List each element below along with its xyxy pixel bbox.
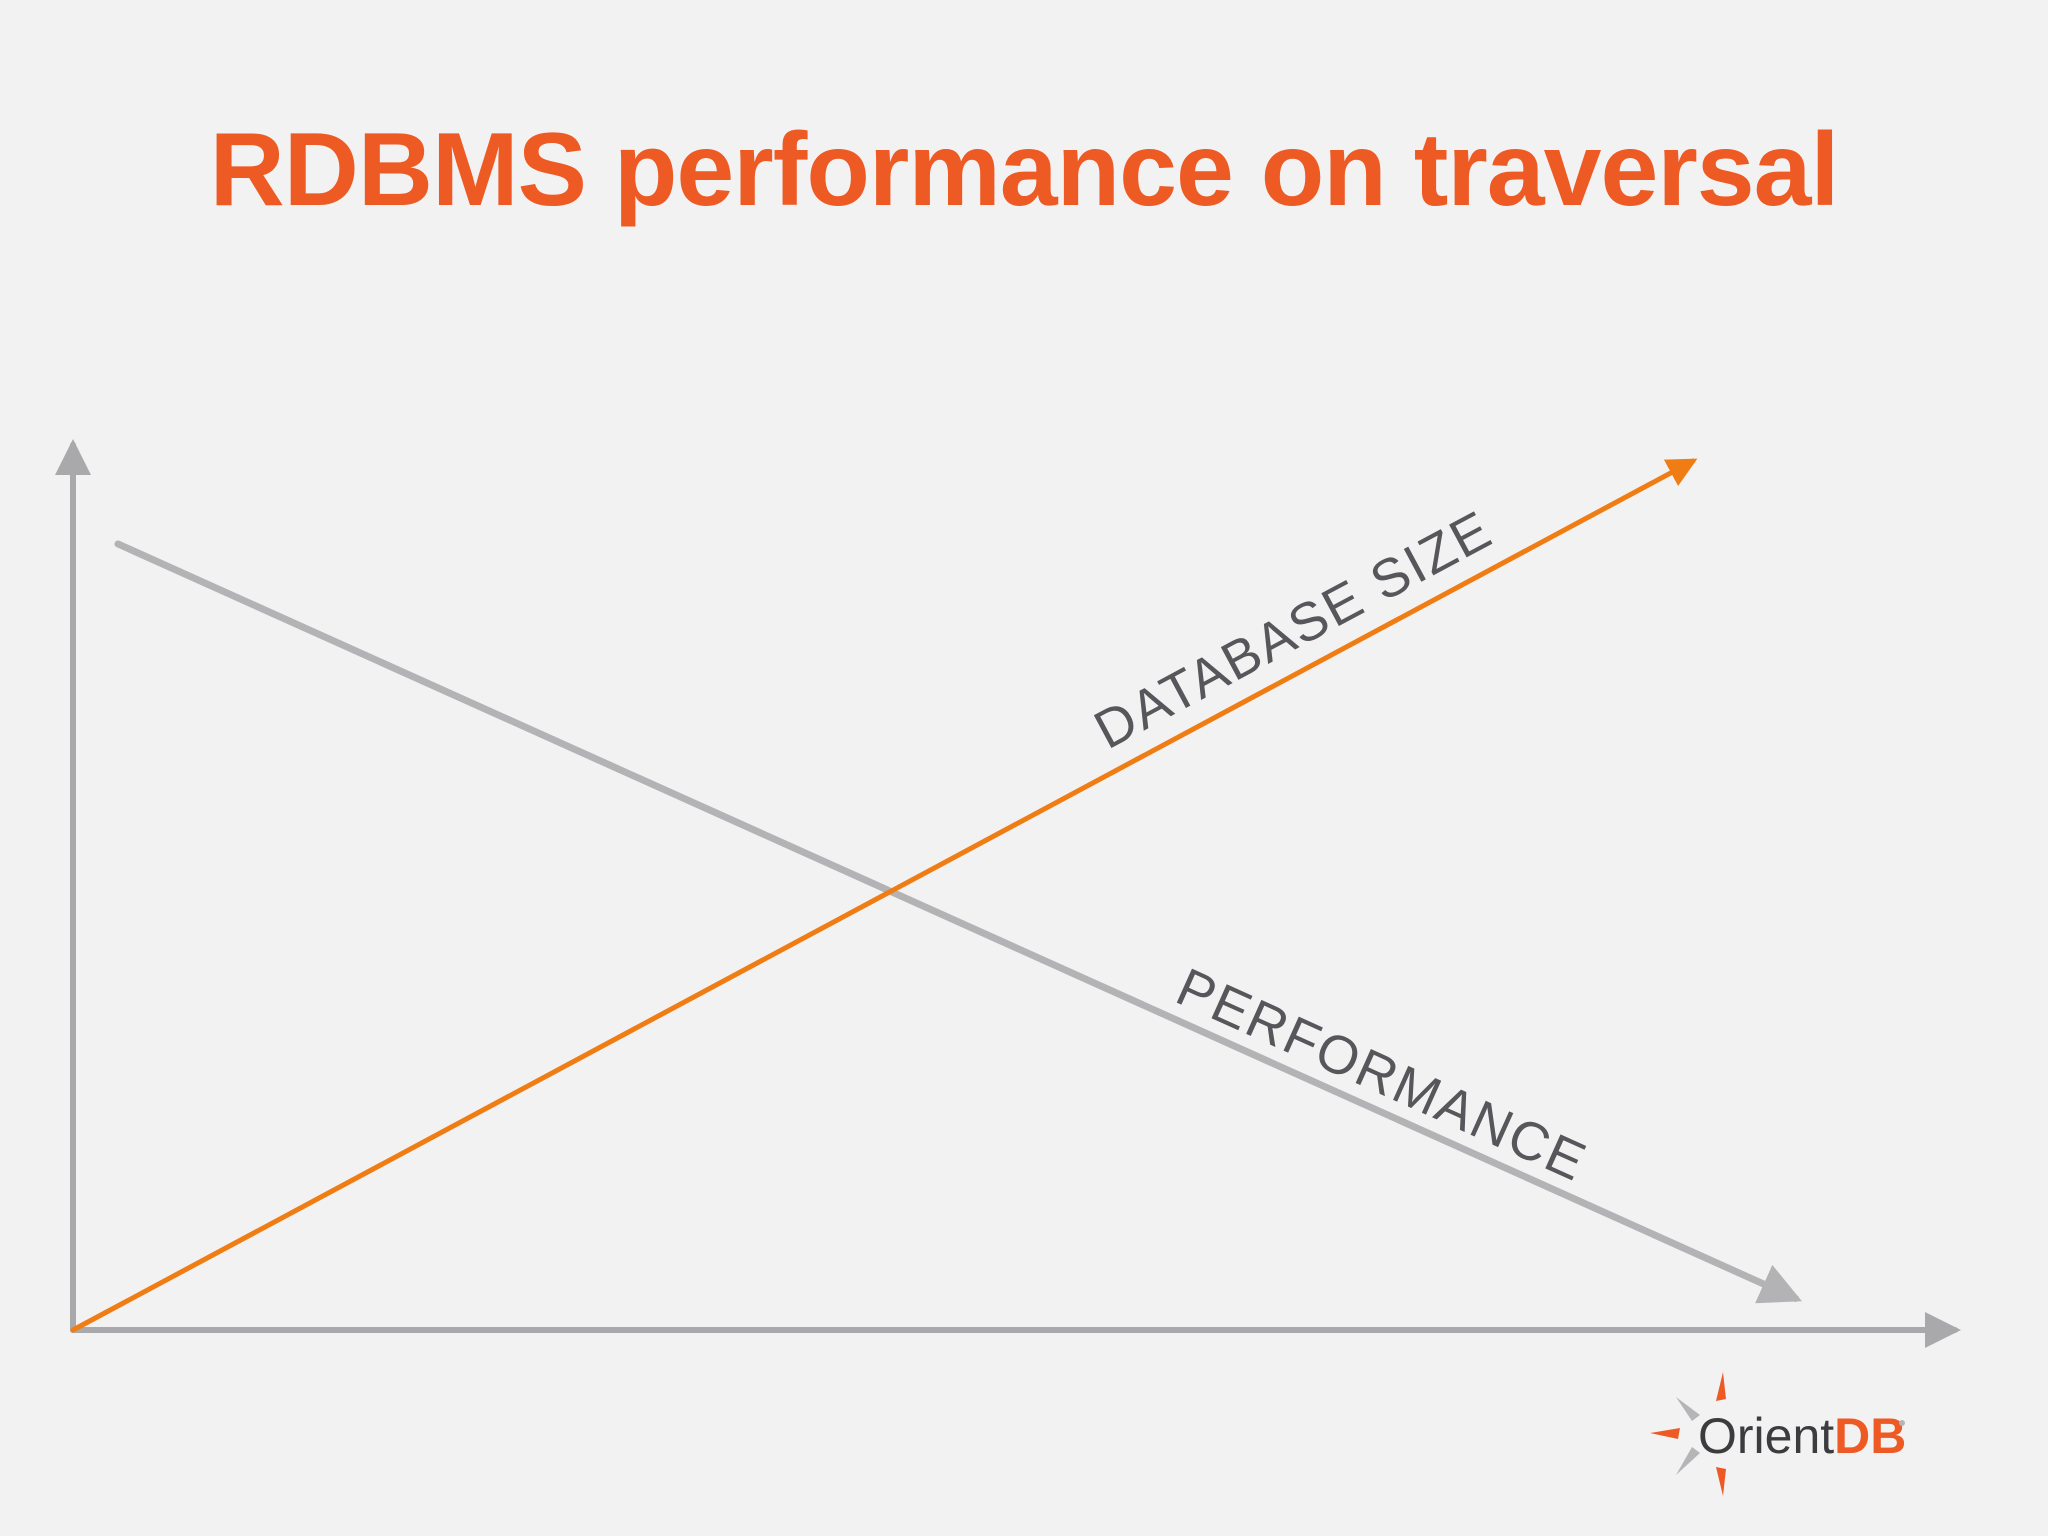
- logo-brand-text: OrientDB: [1698, 1408, 1906, 1464]
- orientdb-logo: OrientDB: [1650, 1372, 1906, 1496]
- logo-brand-prefix: Orient: [1698, 1408, 1834, 1464]
- series-line-database-size: [70, 458, 1698, 1333]
- registered-mark: [1899, 1420, 1905, 1426]
- series-label-performance: PERFORMANCE: [1168, 957, 1596, 1193]
- series-line-performance: [114, 540, 1802, 1304]
- orientdb-compass-icon: [1650, 1372, 1726, 1496]
- series-label-database-size: DATABASE SIZE: [1085, 499, 1502, 760]
- slide-title: RDBMS performance on traversal: [209, 112, 1840, 228]
- logo-brand-suffix: DB: [1834, 1408, 1906, 1464]
